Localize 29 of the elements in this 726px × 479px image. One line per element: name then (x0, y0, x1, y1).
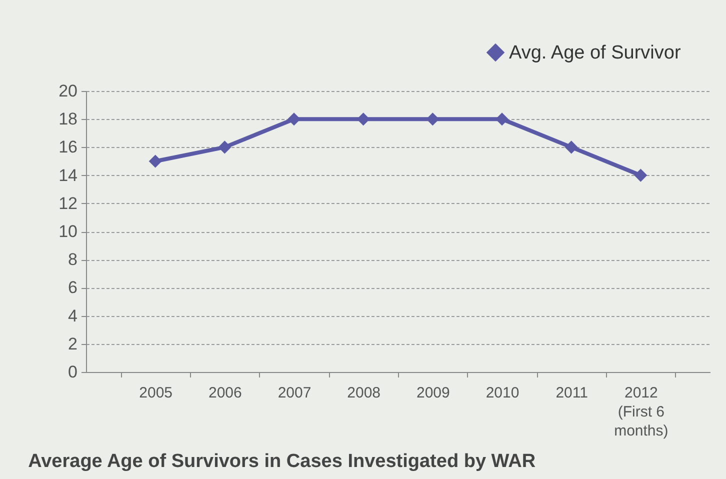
y-tick-label: 8 (68, 250, 78, 270)
x-tick-label: 2005 (139, 384, 173, 402)
x-tick-label: 2008 (347, 384, 381, 402)
legend-label: Avg. Age of Survivor (509, 42, 682, 64)
text: Average Age of Survivors in Cases Investigated by WAR (28, 451, 536, 472)
y-tick-label: 12 (58, 194, 78, 213)
x-tick-label: 2012 (First 6 months) (614, 384, 668, 440)
point (148, 154, 162, 168)
x-tick-label: 2010 (486, 384, 520, 402)
x-tick-label: 2011 (556, 384, 588, 402)
point (287, 112, 301, 126)
y-tick-label: 0 (68, 362, 78, 382)
y-tick-label: 10 (58, 222, 78, 241)
y-tick-label: 18 (58, 110, 78, 129)
point (495, 112, 509, 126)
point (426, 112, 440, 126)
y-tick-label: 4 (68, 306, 78, 326)
x-tick-label: 2009 (416, 384, 450, 402)
y-tick-label: 2 (68, 334, 78, 354)
point (218, 140, 232, 154)
y-tick-label: 6 (68, 278, 78, 298)
point (356, 112, 370, 126)
point (634, 168, 648, 182)
y-tick-label: 20 (58, 82, 78, 100)
x-tick-label: 2006 (208, 384, 242, 402)
x-tick-label: 2007 (278, 384, 312, 402)
point (564, 140, 578, 154)
y-tick-label: 16 (58, 138, 78, 157)
y-tick-label: 14 (58, 166, 78, 185)
